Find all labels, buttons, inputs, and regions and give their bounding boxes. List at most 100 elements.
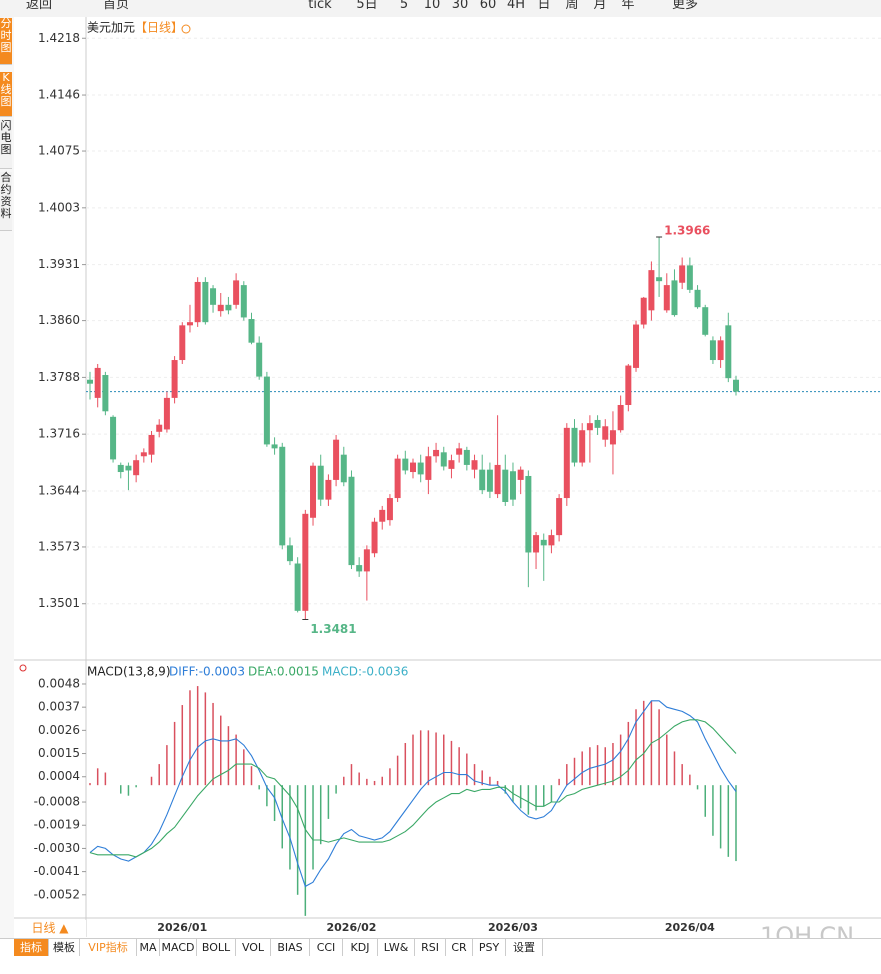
candle-body	[425, 456, 432, 480]
candle-body	[725, 325, 732, 379]
candle-body	[225, 304, 232, 311]
candle-body	[733, 379, 739, 392]
y-tick-label: -0.0030	[34, 841, 80, 855]
candle-body	[386, 498, 393, 521]
candle-body	[410, 462, 416, 473]
candle-body	[279, 446, 286, 546]
y-tick-label: 1.3644	[38, 483, 80, 497]
candle-body	[486, 469, 493, 492]
y-tick-label: 0.0048	[38, 676, 80, 690]
y-tick-label: 1.4146	[38, 88, 80, 102]
candle-body	[333, 439, 340, 480]
side-tab[interactable]: K线图	[0, 72, 12, 117]
bottom-tab[interactable]: VOL	[236, 939, 271, 956]
candle-body	[133, 460, 140, 476]
toolbar-button[interactable]: 返回	[25, 0, 52, 12]
candle-body	[533, 535, 540, 553]
bottom-tab[interactable]: RSI	[415, 939, 446, 956]
bottom-tab[interactable]: VIP指标	[80, 939, 137, 956]
candle-body	[463, 449, 470, 465]
legend-label: MACD:-0.0036	[322, 665, 408, 679]
candle-body	[240, 285, 247, 318]
side-tab[interactable]: 分时图	[0, 18, 12, 65]
candle-body	[186, 322, 193, 326]
candle-body	[171, 360, 178, 398]
toolbar-button[interactable]: 4H	[506, 0, 526, 12]
period-button[interactable]: 日线 ▲	[14, 920, 86, 937]
macd-line	[89, 719, 737, 858]
side-tab[interactable]: 合约资料	[0, 172, 12, 231]
settings-icon[interactable]	[19, 664, 27, 672]
toolbar-button[interactable]: 10	[423, 0, 441, 12]
high-label: 1.3966	[664, 224, 710, 238]
candle-body	[148, 434, 155, 455]
candle-body	[302, 513, 309, 611]
toolbar-button[interactable]: 5日	[356, 0, 378, 12]
bottom-tab[interactable]: CCI	[310, 939, 343, 956]
candle-body	[194, 281, 201, 323]
toolbar-button[interactable]: 首页	[102, 0, 129, 12]
toolbar-button[interactable]: 日	[537, 0, 551, 12]
toolbar-button[interactable]: tick	[308, 0, 332, 12]
low-label: 1.3481	[310, 622, 356, 636]
bottom-tab[interactable]: MA	[137, 939, 160, 956]
legend-label: DIFF:-0.0003	[169, 665, 245, 679]
side-tab[interactable]: 闪电图	[0, 120, 12, 169]
y-tick-label: 1.3788	[38, 370, 80, 384]
toolbar-button[interactable]: 更多	[671, 0, 698, 12]
bottom-tab[interactable]: CR	[446, 939, 473, 956]
candle-body	[110, 416, 117, 460]
macd-line	[89, 700, 737, 888]
candle-body	[379, 509, 386, 522]
candle-body	[117, 464, 124, 473]
y-tick-label: 1.4218	[38, 31, 80, 45]
candle-body	[525, 475, 532, 553]
candle-body	[294, 563, 301, 611]
bottom-tab[interactable]: PSY	[473, 939, 506, 956]
bottom-tab[interactable]: KDJ	[343, 939, 378, 956]
y-tick-label: 1.3573	[38, 539, 80, 553]
candle-body	[656, 277, 663, 282]
y-tick-label: 1.3931	[38, 257, 80, 271]
toolbar-button[interactable]: 周	[565, 0, 579, 12]
collapse-icon[interactable]	[181, 24, 191, 34]
candle-body	[648, 270, 655, 311]
candle-body	[717, 340, 724, 361]
candle-body	[702, 307, 709, 335]
toolbar-button[interactable]: 5	[399, 0, 409, 12]
bottom-tab[interactable]: MACD	[160, 939, 197, 956]
candle-body	[433, 449, 440, 457]
candle-body	[694, 289, 701, 308]
candle-body	[363, 549, 370, 572]
toolbar-button[interactable]: 60	[479, 0, 497, 12]
macd-title: MACD(13,8,9)	[87, 665, 171, 679]
candle-body	[256, 342, 263, 377]
bottom-tab[interactable]: BOLL	[197, 939, 236, 956]
bottom-tab[interactable]: 指标	[14, 939, 49, 956]
toolbar-button[interactable]: 月	[593, 0, 607, 12]
candle-body	[402, 458, 409, 471]
side-bg	[0, 17, 14, 957]
candle-body	[325, 479, 332, 500]
candle-body	[163, 397, 170, 430]
candle-body	[502, 469, 509, 502]
bottom-tab[interactable]: LW&	[378, 939, 415, 956]
candle-body	[633, 324, 640, 368]
candle-body	[617, 404, 624, 431]
candle-body	[87, 379, 93, 384]
candle-body	[394, 458, 401, 499]
bottom-tab[interactable]: 模板	[49, 939, 80, 956]
candle-body	[448, 460, 455, 469]
y-tick-label: 0.0037	[38, 700, 80, 714]
toolbar-button[interactable]: 30	[451, 0, 469, 12]
candle-body	[317, 465, 324, 500]
x-tick-label: 2026/01	[157, 921, 207, 934]
candle-body	[479, 469, 486, 491]
candle-body	[540, 539, 547, 546]
bottom-tab[interactable]: BIAS	[271, 939, 310, 956]
bottom-tab[interactable]: 设置	[506, 939, 543, 956]
legend-label: DEA:0.0015	[248, 665, 319, 679]
toolbar-button[interactable]: 年	[621, 0, 635, 12]
